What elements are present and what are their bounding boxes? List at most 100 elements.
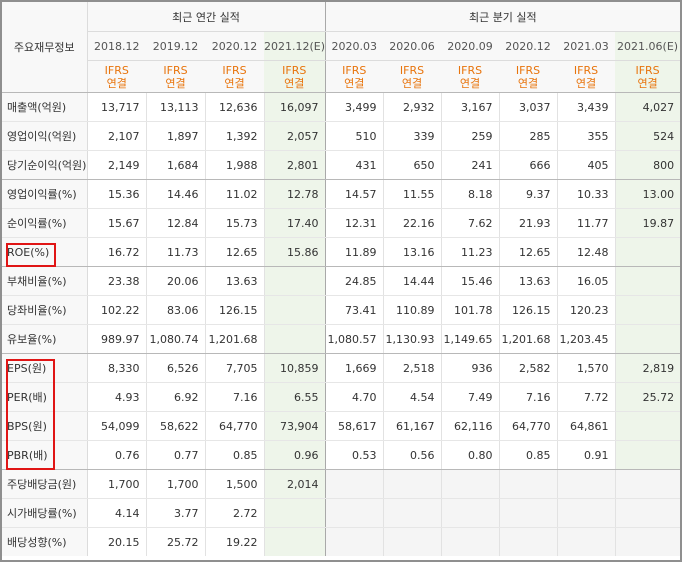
quarterly-value-cell: 800 <box>615 150 680 180</box>
basis-consolidation-label: 연결 <box>224 76 245 90</box>
quarterly-value-cell <box>325 469 384 499</box>
quarterly-value-cell: 4.54 <box>383 382 442 412</box>
quarterly-value-cell: 1,130.93 <box>383 324 442 354</box>
quarterly-value-cell: 22.16 <box>383 208 442 238</box>
annual-value-cell: 15.67 <box>87 208 147 238</box>
basis-consolidation-label: 연결 <box>637 76 658 90</box>
annual-value-cell: 3.77 <box>146 498 206 528</box>
row-label-text: PBR(배) <box>7 449 48 462</box>
quarterly-value-cell: 405 <box>557 150 616 180</box>
annual-value-cell: 2,149 <box>87 150 147 180</box>
quarterly-value-cell: 1,203.45 <box>557 324 616 354</box>
row-label: 배당성향(%) <box>2 527 88 556</box>
quarterly-value-cell: 666 <box>499 150 558 180</box>
annual-value-cell <box>264 498 326 528</box>
annual-value-cell: 2,107 <box>87 121 147 151</box>
annual-value-cell: 1,897 <box>146 121 206 151</box>
annual-value-cell: 12.65 <box>205 237 265 267</box>
annual-value-cell: 1,988 <box>205 150 265 180</box>
basis-standard-label: IFRS <box>222 63 247 77</box>
annual-value-cell: 0.96 <box>264 440 326 470</box>
period-header-annual: 2021.12(E) <box>264 31 326 61</box>
quarterly-value-cell: 7.62 <box>441 208 500 238</box>
annual-value-cell <box>264 324 326 354</box>
annual-value-cell: 14.46 <box>146 179 206 209</box>
basis-consolidation-label: 연결 <box>459 76 481 90</box>
table-row: 배당성향(%) 20.15 25.72 19.22 <box>2 527 680 556</box>
quarterly-value-cell <box>615 295 680 325</box>
quarterly-value-cell: 25.72 <box>615 382 680 412</box>
basis-consolidation-label: 연결 <box>106 76 127 90</box>
quarterly-value-cell <box>557 527 616 556</box>
annual-value-cell: 1,700 <box>87 469 147 499</box>
basis-consolidation-label: 연결 <box>165 76 186 90</box>
quarterly-value-cell: 9.37 <box>499 179 558 209</box>
quarterly-value-cell <box>383 527 442 556</box>
basis-standard-label: IFRS <box>573 63 599 77</box>
annual-value-cell <box>264 266 326 296</box>
quarterly-value-cell: 285 <box>499 121 558 151</box>
table-row: EPS(원) 8,330 6,526 7,705 10,859 1,669 2,518 936… <box>2 353 680 383</box>
quarterly-value-cell: 7.72 <box>557 382 616 412</box>
annual-value-cell: 13.63 <box>205 266 265 296</box>
quarterly-value-cell <box>615 324 680 354</box>
row-label: 당좌비율(%) <box>2 295 88 325</box>
row-label: PER(배) <box>2 382 88 412</box>
quarterly-value-cell: 64,770 <box>499 411 558 441</box>
annual-value-cell: 1,201.68 <box>205 324 265 354</box>
annual-value-cell: 15.86 <box>264 237 326 267</box>
row-label: 부채비율(%) <box>2 266 88 296</box>
annual-value-cell: 989.97 <box>87 324 147 354</box>
row-label: 주당배당금(원) <box>2 469 88 499</box>
quarterly-value-cell <box>557 469 616 499</box>
basis-standard-label: IFRS <box>399 63 425 77</box>
basis-standard-label: IFRS <box>457 63 483 77</box>
quarterly-value-cell: 120.23 <box>557 295 616 325</box>
quarterly-value-cell <box>615 266 680 296</box>
quarterly-value-cell: 1,080.57 <box>325 324 384 354</box>
annual-value-cell: 1,392 <box>205 121 265 151</box>
annual-group-header: 최근 연간 실적 <box>87 2 326 32</box>
row-label: 당기순이익(억원) <box>2 150 88 180</box>
quarterly-value-cell: 13.63 <box>499 266 558 296</box>
annual-value-cell: 20.15 <box>87 527 147 556</box>
row-label-text: 영업이익(억원) <box>7 130 77 143</box>
annual-value-cell: 1,684 <box>146 150 206 180</box>
quarterly-value-cell: 510 <box>325 121 384 151</box>
quarterly-value-cell: 24.85 <box>325 266 384 296</box>
quarterly-value-cell <box>383 469 442 499</box>
annual-value-cell: 0.77 <box>146 440 206 470</box>
table-row: 순이익률(%) 15.67 12.84 15.73 17.40 12.31 22.16 7.6… <box>2 208 680 238</box>
table-row: ROE(%) 16.72 11.73 12.65 15.86 11.89 13.16 11.2… <box>2 237 680 267</box>
accounting-basis-header: IFRS 연결 <box>264 60 326 93</box>
quarterly-value-cell <box>615 498 680 528</box>
period-header-annual: 2020.12 <box>205 31 264 61</box>
annual-value-cell: 1,700 <box>146 469 206 499</box>
row-label: 유보율(%) <box>2 324 88 354</box>
annual-value-cell: 73,904 <box>264 411 326 441</box>
table-row: 주당배당금(원) 1,700 1,700 1,500 2,014 <box>2 469 680 499</box>
annual-value-cell: 6,526 <box>146 353 206 383</box>
annual-value-cell: 2,801 <box>264 150 326 180</box>
quarterly-value-cell: 1,149.65 <box>441 324 500 354</box>
quarterly-value-cell: 11.77 <box>557 208 616 238</box>
quarterly-value-cell: 3,167 <box>441 92 500 122</box>
accounting-basis-header: IFRS 연결 <box>441 60 500 93</box>
quarterly-value-cell <box>615 469 680 499</box>
table-row: 시가배당률(%) 4.14 3.77 2.72 <box>2 498 680 528</box>
annual-value-cell: 16.72 <box>87 237 147 267</box>
quarterly-value-cell: 62,116 <box>441 411 500 441</box>
annual-value-cell: 2,057 <box>264 121 326 151</box>
basis-standard-label: IFRS <box>282 63 307 77</box>
annual-value-cell: 4.93 <box>87 382 147 412</box>
quarterly-value-cell: 259 <box>441 121 500 151</box>
quarterly-value-cell: 1,570 <box>557 353 616 383</box>
row-label: PBR(배) <box>2 440 88 470</box>
quarterly-value-cell <box>441 498 500 528</box>
quarterly-value-cell: 16.05 <box>557 266 616 296</box>
quarterly-value-cell <box>499 527 558 556</box>
quarterly-value-cell: 2,932 <box>383 92 442 122</box>
quarterly-value-cell <box>615 440 680 470</box>
quarterly-value-cell: 1,201.68 <box>499 324 558 354</box>
row-label-text: 당좌비율(%) <box>7 304 67 317</box>
